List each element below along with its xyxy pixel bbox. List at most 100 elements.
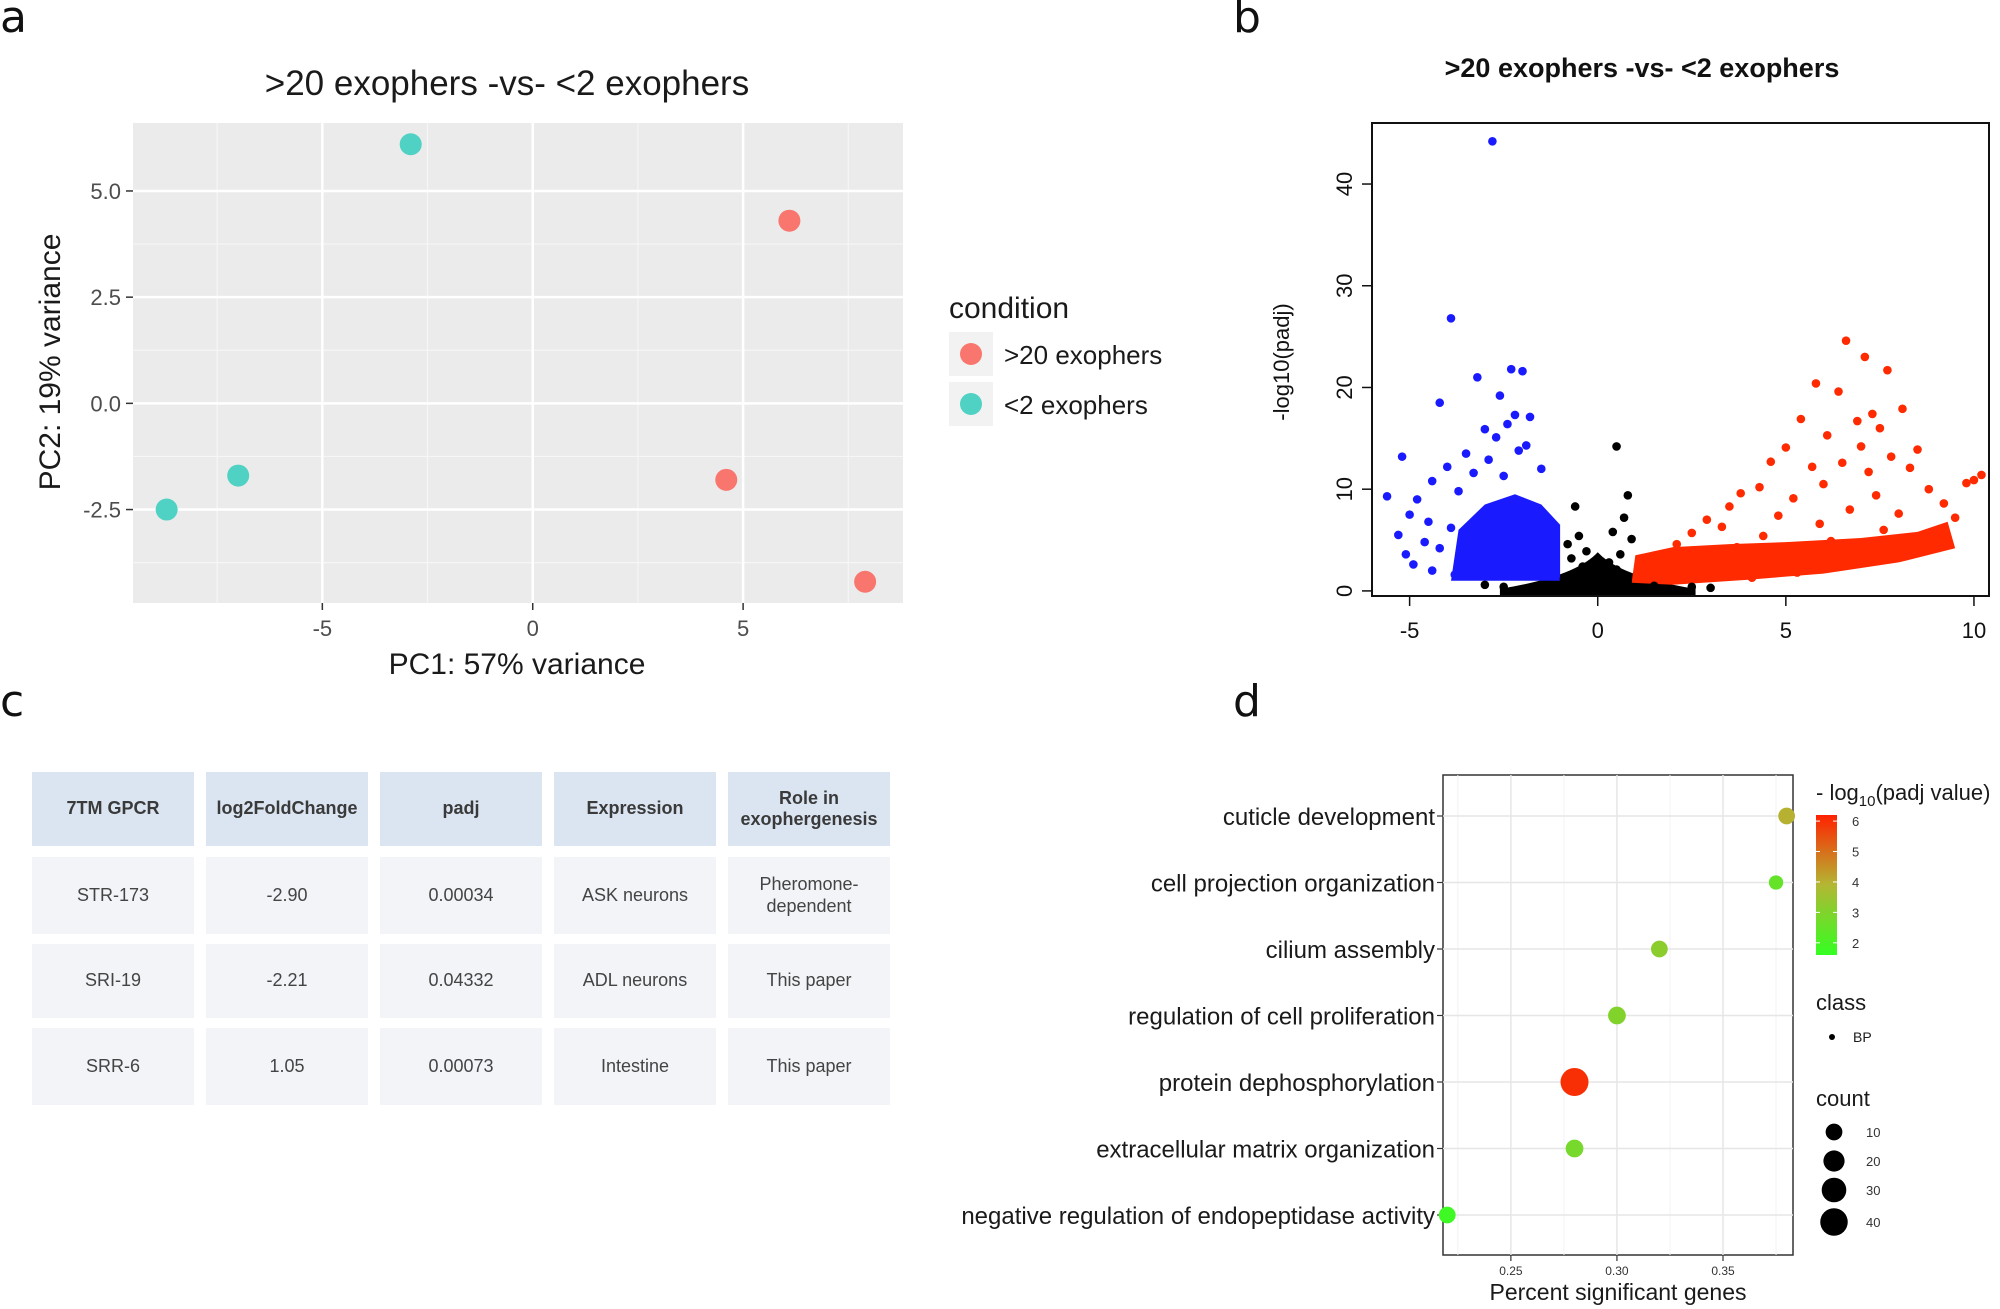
volcano-point [1600, 572, 1610, 581]
volcano-point [1864, 467, 1873, 477]
volcano-point [1875, 423, 1885, 433]
table-cell: SRI-19 [32, 944, 194, 1018]
volcano-point [1774, 511, 1783, 520]
volcano-point [1807, 462, 1817, 472]
volcano-point [1412, 495, 1422, 504]
volcano-point [1841, 336, 1851, 345]
panel-letter-c: c [0, 676, 25, 727]
go-colorbar [1816, 815, 1837, 955]
go-term-label: negative regulation of endopeptidase act… [961, 1203, 1435, 1230]
table-cell: SRR-6 [32, 1028, 194, 1105]
go-term-label: cilium assembly [1266, 937, 1435, 964]
volcano-point [1578, 562, 1587, 571]
go-term-label: protein dephosphorylation [1159, 1070, 1435, 1097]
volcano-point [1950, 513, 1960, 522]
volcano-point [1886, 452, 1896, 461]
volcano-point [1536, 464, 1546, 474]
pca-legend-dot-low [960, 393, 982, 415]
pca-legend-dot-high [960, 343, 982, 365]
volcano-point [1619, 513, 1629, 522]
volcano-point [1435, 543, 1445, 553]
go-size-legend-label: 40 [1866, 1215, 1880, 1230]
volcano-point [1638, 567, 1648, 576]
volcano-point [1563, 539, 1572, 549]
pca-point [399, 133, 422, 156]
pca-y-tick-label: 0.0 [90, 391, 121, 416]
volcano-point [1435, 398, 1445, 408]
volcano-point [1698, 554, 1708, 563]
go-size-legend-dot [1823, 1150, 1845, 1172]
volcano-point [1815, 519, 1825, 529]
volcano-point [1461, 449, 1471, 458]
panel-letter-b: b [1233, 0, 1261, 43]
volcano-point [1649, 560, 1659, 569]
go-point [1778, 807, 1796, 825]
go-term-label: cuticle development [1223, 804, 1435, 831]
volcano-point [1796, 414, 1806, 424]
volcano-point [1484, 455, 1493, 464]
pca-panel-bg [133, 123, 903, 603]
panel-letter-a: a [0, 0, 27, 43]
table-cell: 0.04332 [380, 944, 542, 1018]
pca-legend-label-high: >20 exophers [1004, 340, 1162, 370]
volcano-point [1480, 580, 1490, 590]
volcano-point [1898, 404, 1907, 414]
go-colorbar-tick-label: 3 [1852, 905, 1859, 920]
pca-x-tick-label: 0 [527, 616, 539, 641]
pca-y-tick-label: 2.5 [90, 285, 121, 310]
volcano-point [1536, 581, 1546, 591]
volcano-point [1585, 569, 1595, 578]
table-cell: This paper [728, 944, 890, 1018]
volcano-point [1488, 137, 1497, 146]
volcano-point [1608, 580, 1618, 590]
volcano-point [1499, 471, 1508, 481]
volcano-point [1480, 424, 1490, 434]
table-cell: Intestine [554, 1028, 716, 1105]
go-colorbar-tick-label: 5 [1852, 845, 1859, 860]
volcano-y-tick-label: 40 [1332, 172, 1357, 196]
volcano-point [1845, 505, 1855, 514]
volcano-point [1420, 537, 1429, 547]
volcano-point [1706, 583, 1715, 593]
volcano-point [1702, 515, 1712, 525]
volcano-x-tick-label: 0 [1592, 618, 1604, 643]
pca-x-tick-label: -5 [313, 616, 333, 641]
volcano-point [1868, 409, 1877, 419]
volcano-point [1649, 581, 1659, 591]
pca-point [778, 209, 801, 232]
go-legend-class-title: class [1816, 990, 1866, 1015]
volcano-y-label: -log10(padj) [1269, 303, 1294, 420]
volcano-point [1582, 582, 1591, 592]
volcano-y-tick-label: 0 [1332, 585, 1357, 597]
volcano-point [1687, 528, 1697, 538]
volcano-point [1879, 525, 1888, 535]
volcano-point [1939, 499, 1949, 508]
table-cell: 0.00073 [380, 1028, 542, 1105]
volcano-point [1717, 522, 1727, 532]
volcano-point [1495, 391, 1505, 400]
volcano-point [1397, 452, 1407, 461]
pca-x-label: PC1: 57% variance [389, 648, 646, 681]
go-x-tick-label: 0.30 [1605, 1264, 1629, 1278]
volcano-point [1514, 446, 1524, 455]
volcano-point [1382, 492, 1392, 501]
volcano-point [1491, 433, 1501, 442]
volcano-point [1834, 387, 1843, 396]
pca-point [854, 570, 877, 593]
table-cell: 1.05 [206, 1028, 368, 1105]
go-size-legend-dot [1825, 1123, 1843, 1141]
volcano-point [1777, 557, 1787, 566]
volcano-point [1672, 539, 1682, 549]
go-legend-size-title: count [1816, 1086, 1870, 1111]
go-term-label: regulation of cell proliferation [1128, 1004, 1435, 1031]
volcano-point [1518, 366, 1527, 376]
volcano-point [1570, 502, 1580, 511]
volcano-point [1916, 533, 1926, 543]
volcano-point [1721, 564, 1730, 573]
volcano-point [1424, 517, 1433, 527]
go-point [1438, 1206, 1456, 1224]
volcano-point [1616, 549, 1625, 559]
volcano-point [1913, 445, 1922, 454]
table-cell: This paper [728, 1028, 890, 1105]
volcano-y-tick-label: 10 [1332, 477, 1357, 501]
